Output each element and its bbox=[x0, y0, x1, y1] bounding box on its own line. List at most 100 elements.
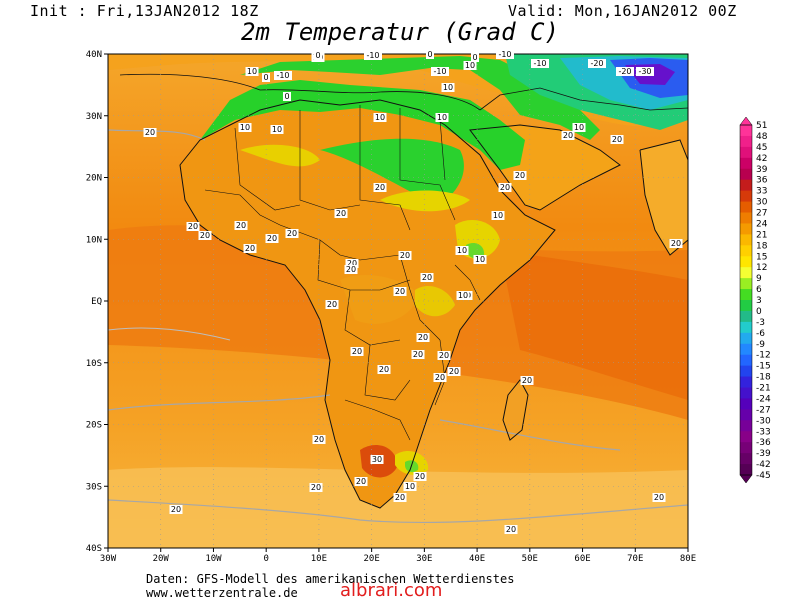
isotherm-line bbox=[108, 394, 331, 411]
legend-value-label: 9 bbox=[756, 274, 762, 284]
lat-tick-label: 10N bbox=[86, 235, 102, 245]
contour-label: 20 bbox=[375, 183, 385, 192]
legend-swatch bbox=[740, 420, 752, 432]
sahara-cool-zone bbox=[200, 80, 525, 170]
contour-label: 20 bbox=[287, 229, 297, 238]
isotherm-line bbox=[439, 419, 621, 451]
watermark: albrari.com bbox=[340, 580, 443, 601]
legend-value-label: 12 bbox=[756, 263, 767, 273]
legend-swatch bbox=[740, 201, 752, 213]
lat-tick-label: 10S bbox=[86, 359, 102, 369]
legend-value-label: -21 bbox=[756, 384, 771, 394]
legend-value-label: 21 bbox=[756, 230, 767, 240]
lon-tick-label: 30E bbox=[416, 554, 432, 564]
lat-tick-label: 20N bbox=[86, 174, 102, 184]
contour-label: 20 bbox=[267, 234, 277, 243]
legend-value-label: 0 bbox=[756, 307, 762, 317]
contour-label: 10 bbox=[437, 113, 447, 122]
legend-value-label: -27 bbox=[756, 405, 771, 415]
north-africa-cool-zone bbox=[240, 56, 600, 140]
contour-label: 20 bbox=[435, 373, 445, 382]
legend-swatch bbox=[740, 409, 752, 421]
lon-tick-label: 40E bbox=[469, 554, 485, 564]
lon-tick-label: 50E bbox=[522, 554, 538, 564]
contour-label: 0 bbox=[284, 92, 289, 101]
central-sahara-cool-zone bbox=[320, 138, 464, 205]
contour-label: 20 bbox=[200, 231, 210, 240]
legend-value-label: -12 bbox=[756, 351, 771, 361]
legend-value-label: -18 bbox=[756, 373, 771, 383]
contour-label: 10 bbox=[240, 123, 250, 132]
legend-value-label: -42 bbox=[756, 460, 771, 470]
contour-label: 20 bbox=[522, 376, 532, 385]
chart-title: 2m Temperatur (Grad C) bbox=[241, 18, 559, 46]
contour-label: 20 bbox=[145, 128, 155, 137]
legend-value-label: -15 bbox=[756, 362, 771, 372]
legend-value-label: -6 bbox=[756, 329, 765, 339]
contour-label: 20 bbox=[422, 273, 432, 282]
contour-label: 20 bbox=[347, 259, 357, 268]
contour-label: 20 bbox=[563, 131, 573, 140]
legend-swatch bbox=[740, 190, 752, 203]
lon-tick-label: 20W bbox=[153, 554, 170, 564]
contour-label: 20 bbox=[415, 472, 425, 481]
legend-swatch bbox=[740, 365, 752, 378]
legend-value-label: 42 bbox=[756, 154, 767, 164]
east-africa-highlands bbox=[415, 285, 455, 317]
legend-swatch bbox=[740, 267, 752, 279]
lon-tick-label: 80E bbox=[680, 554, 696, 564]
contour-label: 20 bbox=[336, 209, 346, 218]
contour-label: -10 bbox=[433, 67, 446, 76]
isotherm-line bbox=[108, 327, 231, 341]
legend-swatch bbox=[740, 125, 752, 137]
legend-value-label: 24 bbox=[756, 219, 768, 229]
legend-value-label: -36 bbox=[756, 438, 771, 448]
legend-value-label: -30 bbox=[756, 416, 771, 426]
contour-label: 20 bbox=[395, 287, 405, 296]
contour-label: 20 bbox=[506, 525, 516, 534]
contour-label: 10 bbox=[458, 291, 468, 300]
contour-label: 20 bbox=[311, 483, 321, 492]
website-url[interactable]: www.wetterzentrale.de bbox=[146, 586, 298, 600]
lon-tick-label: 30W bbox=[100, 554, 117, 564]
arabia-coastline bbox=[469, 124, 621, 211]
legend-swatch bbox=[740, 234, 752, 246]
legend-value-label: 36 bbox=[756, 176, 768, 186]
contour-label: 20 bbox=[314, 435, 324, 444]
contour-label: -10 bbox=[533, 59, 546, 68]
india-coastline bbox=[639, 139, 688, 256]
lat-tick-label: 30N bbox=[86, 112, 102, 122]
asia-coastline bbox=[479, 87, 688, 111]
legend-swatch bbox=[740, 431, 752, 443]
legend-swatch bbox=[740, 442, 752, 454]
legend-swatch bbox=[740, 245, 752, 257]
lat-lon-grid bbox=[108, 54, 688, 548]
contour-label: -10 bbox=[366, 51, 379, 60]
contour-label: 10 bbox=[475, 255, 485, 264]
contour-label: 20 bbox=[245, 244, 255, 253]
contour-label: 20 bbox=[395, 493, 405, 502]
contour-label: 20 bbox=[236, 221, 246, 230]
lon-tick-label: 70E bbox=[627, 554, 643, 564]
contour-label: 10 bbox=[405, 482, 415, 491]
madagascar-land bbox=[503, 380, 528, 440]
contour-label: 0 bbox=[263, 73, 268, 82]
legend-value-label: 15 bbox=[756, 252, 767, 262]
contour-label: -30 bbox=[638, 67, 651, 76]
legend-swatch bbox=[740, 387, 752, 399]
legend-swatch bbox=[740, 321, 752, 334]
contour-label: 10 bbox=[574, 123, 584, 132]
legend-swatch bbox=[740, 354, 752, 367]
legend-swatch bbox=[740, 212, 752, 224]
contour-label: 10 bbox=[247, 67, 257, 76]
contour-label: 20 bbox=[379, 365, 389, 374]
contour-label: 20 bbox=[346, 265, 356, 274]
contour-label: 20 bbox=[612, 135, 622, 144]
legend-value-label: -3 bbox=[756, 318, 765, 328]
legend-swatch bbox=[740, 278, 752, 290]
contour-label: 20 bbox=[188, 222, 198, 231]
lat-tick-label: EQ bbox=[91, 297, 102, 307]
madagascar-coastline bbox=[502, 379, 529, 441]
sahel-yellow bbox=[380, 190, 470, 212]
india-land bbox=[640, 140, 688, 255]
